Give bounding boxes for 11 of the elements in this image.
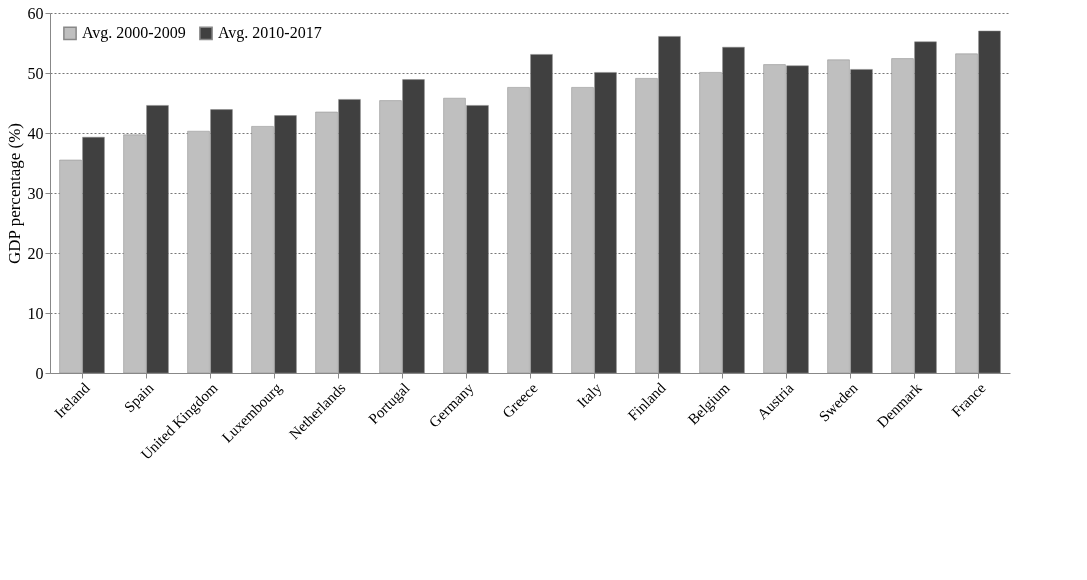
x-tick-label: Italy <box>573 379 605 411</box>
y-tick-label: 40 <box>27 124 44 142</box>
y-tick-label: 50 <box>27 64 44 82</box>
y-tick-label: 0 <box>35 364 44 382</box>
y-tick-label: 60 <box>27 4 44 22</box>
legend-label: Avg. 2000-2009 <box>82 24 186 43</box>
y-axis-title: GDP percentage (%) <box>4 123 24 264</box>
y-tick-label: 30 <box>27 184 44 202</box>
y-tick-label: 20 <box>27 244 44 262</box>
legend-label: Avg. 2010-2017 <box>218 24 322 43</box>
y-tick-label: 10 <box>27 304 44 322</box>
